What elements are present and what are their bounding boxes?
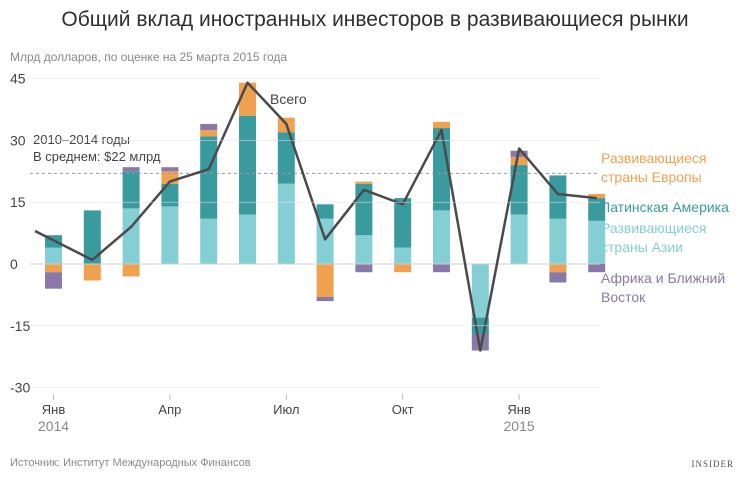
bar-segment: [83, 264, 101, 281]
average-label-line2: В среднем: $22 млрд: [33, 149, 161, 164]
y-tick-label: 45: [10, 71, 26, 87]
bar-segment: [549, 272, 567, 283]
bar-segment: [549, 218, 567, 264]
legend-entry: Развивающиеся страны Европы: [601, 150, 706, 185]
bar-segment: [316, 264, 334, 297]
bar-segment: [471, 264, 489, 318]
bar-segment: [161, 167, 179, 172]
x-tick-label: Янв: [507, 402, 531, 417]
bar-segment: [394, 247, 412, 264]
bar-segment: [355, 264, 373, 273]
bar-segment: [200, 136, 218, 219]
y-tick-label: -30: [10, 380, 30, 396]
y-tick-label: 0: [10, 256, 18, 272]
bar-segment: [510, 156, 528, 166]
bar-segment: [588, 194, 606, 199]
bar-segment: [200, 123, 218, 131]
x-year-label: 2015: [504, 418, 535, 434]
bar-segment: [122, 208, 140, 264]
bar-segment: [277, 183, 295, 264]
bar-segment: [239, 214, 256, 264]
y-tick-label: -15: [10, 318, 30, 334]
bar-segment: [161, 206, 179, 264]
x-tick-label: Апр: [158, 402, 181, 417]
bar-segment: [277, 132, 295, 184]
y-tick-label: 15: [10, 194, 26, 210]
bar-segment: [433, 121, 450, 129]
bar-segment: [588, 264, 606, 273]
x-tick-label: Янв: [42, 402, 66, 417]
bar-segment: [122, 167, 140, 172]
x-tick-label: Июл: [273, 402, 299, 417]
bar-segment: [510, 214, 528, 264]
legend-entry: Развивающиеся страны Азии: [601, 220, 706, 255]
bar-segment: [355, 235, 373, 264]
bar-segment: [45, 264, 62, 273]
bar-segment: [549, 264, 567, 273]
bar-segment: [433, 210, 450, 264]
source-note: Источник: Институт Международных Финансо…: [10, 457, 251, 469]
legend-entry: Африка и Ближний Восток: [601, 270, 725, 305]
total-series-line: [34, 81, 597, 352]
bar-segment: [510, 165, 528, 215]
chart-title: Общий вклад иностранных инвесторов в раз…: [61, 8, 689, 31]
y-axis: 45 30 15 0 -15 -30: [10, 71, 600, 396]
bar-segment: [83, 210, 101, 264]
bar-segment: [200, 218, 218, 264]
bar-segment: [122, 171, 140, 209]
bar-segment: [316, 297, 334, 302]
x-year-label: 2014: [38, 418, 69, 434]
legend-entry: Латинская Америка: [601, 199, 729, 215]
bar-segment: [588, 220, 606, 264]
bar-segment: [549, 175, 567, 219]
total-line: Всего: [34, 81, 597, 352]
bar-segment: [588, 198, 606, 221]
bars-group: [45, 82, 606, 351]
bar-segment: [471, 334, 489, 351]
bar-segment: [161, 183, 179, 207]
chart-subtitle: Млрд долларов, по оценке на 25 марта 201…: [10, 50, 288, 64]
bar-segment: [394, 198, 412, 248]
legend: Развивающиеся страны Европы Латинская Амер…: [601, 150, 729, 305]
total-series-label: Всего: [270, 91, 307, 107]
x-tick-label: Окт: [392, 402, 414, 417]
average-line: 2010–2014 годы В среднем: $22 млрд: [30, 132, 600, 174]
bar-segment: [239, 115, 256, 215]
bar-segment: [316, 204, 334, 219]
bar-segment: [45, 247, 62, 264]
bar-segment: [355, 181, 373, 184]
brand-logo: INSIDER: [691, 459, 734, 469]
bar-segment: [122, 264, 140, 277]
y-tick-label: 30: [10, 132, 26, 148]
bar-segment: [394, 264, 412, 273]
average-label-line1: 2010–2014 годы: [33, 132, 130, 147]
bar-segment: [200, 130, 218, 137]
bar-segment: [433, 264, 450, 273]
bar-segment: [45, 272, 62, 289]
